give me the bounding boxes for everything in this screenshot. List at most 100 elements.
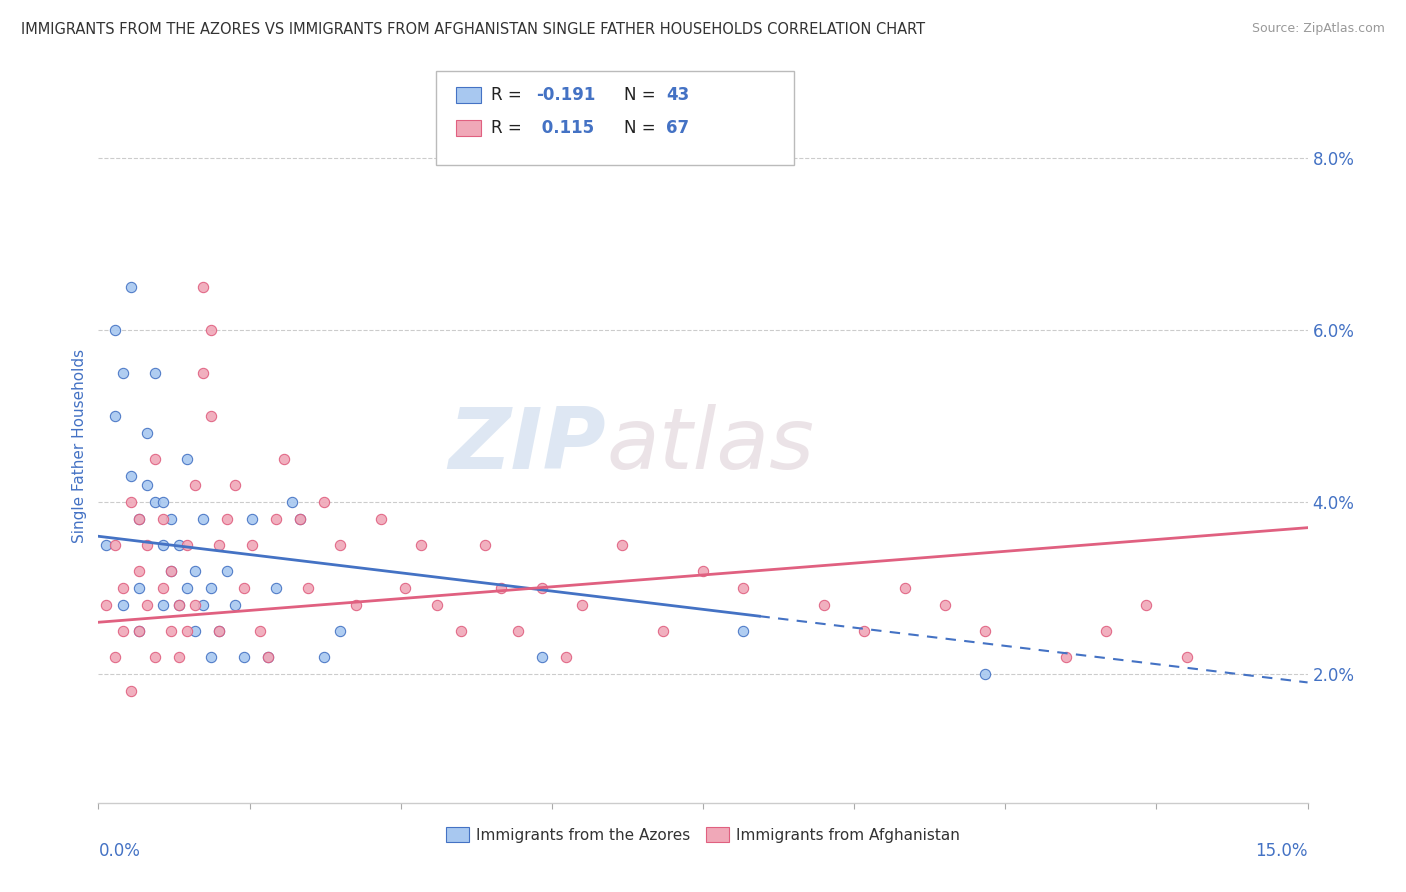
Point bbox=[135, 477, 157, 491]
Point bbox=[143, 649, 166, 664]
Point bbox=[264, 581, 287, 595]
Point bbox=[143, 366, 166, 380]
Point bbox=[128, 581, 150, 595]
Point bbox=[733, 624, 755, 638]
Point bbox=[256, 649, 278, 664]
Text: -0.191: -0.191 bbox=[536, 87, 595, 104]
Point bbox=[256, 649, 278, 664]
Point bbox=[813, 598, 835, 612]
Point bbox=[160, 512, 183, 526]
Point bbox=[200, 323, 222, 337]
Text: IMMIGRANTS FROM THE AZORES VS IMMIGRANTS FROM AFGHANISTAN SINGLE FATHER HOUSEHOL: IMMIGRANTS FROM THE AZORES VS IMMIGRANTS… bbox=[21, 22, 925, 37]
Point bbox=[152, 581, 174, 595]
Point bbox=[167, 598, 190, 612]
Point bbox=[152, 495, 174, 509]
Point bbox=[224, 598, 246, 612]
Point bbox=[103, 323, 125, 337]
Point bbox=[135, 426, 157, 441]
Point bbox=[167, 649, 190, 664]
Point bbox=[152, 538, 174, 552]
Point bbox=[128, 624, 150, 638]
Point bbox=[893, 581, 915, 595]
Point bbox=[370, 512, 392, 526]
Point bbox=[217, 512, 239, 526]
Text: 67: 67 bbox=[666, 119, 689, 136]
Point bbox=[530, 649, 553, 664]
Point bbox=[176, 538, 198, 552]
Point bbox=[176, 581, 198, 595]
Point bbox=[297, 581, 319, 595]
Point bbox=[143, 451, 166, 466]
Point bbox=[135, 538, 157, 552]
Point bbox=[232, 581, 254, 595]
Point bbox=[491, 581, 513, 595]
Point bbox=[264, 512, 287, 526]
Point bbox=[128, 512, 150, 526]
Point bbox=[128, 624, 150, 638]
Point bbox=[692, 564, 714, 578]
Point bbox=[111, 366, 134, 380]
Point bbox=[193, 598, 215, 612]
Point bbox=[394, 581, 416, 595]
Point bbox=[853, 624, 876, 638]
Point bbox=[232, 649, 254, 664]
Point bbox=[530, 581, 553, 595]
Point bbox=[184, 564, 207, 578]
Point bbox=[217, 564, 239, 578]
Point bbox=[193, 280, 215, 294]
Point bbox=[240, 538, 263, 552]
Point bbox=[208, 624, 231, 638]
Point bbox=[450, 624, 472, 638]
Text: 15.0%: 15.0% bbox=[1256, 842, 1308, 860]
Point bbox=[143, 495, 166, 509]
Point bbox=[612, 538, 634, 552]
Text: N =: N = bbox=[624, 119, 661, 136]
Point bbox=[184, 598, 207, 612]
Point bbox=[184, 624, 207, 638]
Point bbox=[96, 598, 118, 612]
Point bbox=[733, 581, 755, 595]
Point bbox=[111, 624, 134, 638]
Point bbox=[571, 598, 593, 612]
Point bbox=[651, 624, 673, 638]
Point bbox=[1175, 649, 1198, 664]
Point bbox=[103, 409, 125, 423]
Text: R =: R = bbox=[491, 87, 527, 104]
Text: 0.115: 0.115 bbox=[536, 119, 593, 136]
Text: N =: N = bbox=[624, 87, 661, 104]
Point bbox=[128, 564, 150, 578]
Point bbox=[200, 581, 222, 595]
Point bbox=[135, 598, 157, 612]
Point bbox=[200, 409, 222, 423]
Text: 43: 43 bbox=[666, 87, 690, 104]
Point bbox=[1054, 649, 1077, 664]
Point bbox=[288, 512, 311, 526]
Point bbox=[273, 451, 295, 466]
Point bbox=[281, 495, 304, 509]
Point bbox=[409, 538, 432, 552]
Text: Source: ZipAtlas.com: Source: ZipAtlas.com bbox=[1251, 22, 1385, 36]
Point bbox=[103, 538, 125, 552]
Point bbox=[1095, 624, 1118, 638]
Point bbox=[176, 624, 198, 638]
Point bbox=[240, 512, 263, 526]
Point bbox=[934, 598, 956, 612]
Point bbox=[193, 512, 215, 526]
Y-axis label: Single Father Households: Single Father Households bbox=[72, 349, 87, 543]
Point bbox=[249, 624, 271, 638]
Point bbox=[103, 649, 125, 664]
Point bbox=[96, 538, 118, 552]
Point bbox=[184, 477, 207, 491]
Point bbox=[152, 598, 174, 612]
Point bbox=[111, 598, 134, 612]
Point bbox=[426, 598, 449, 612]
Point bbox=[314, 495, 336, 509]
Point bbox=[193, 366, 215, 380]
Point bbox=[329, 538, 352, 552]
Point bbox=[506, 624, 529, 638]
Point bbox=[120, 495, 142, 509]
Point bbox=[474, 538, 496, 552]
Point bbox=[128, 512, 150, 526]
Point bbox=[555, 649, 578, 664]
Legend: Immigrants from the Azores, Immigrants from Afghanistan: Immigrants from the Azores, Immigrants f… bbox=[440, 821, 966, 848]
